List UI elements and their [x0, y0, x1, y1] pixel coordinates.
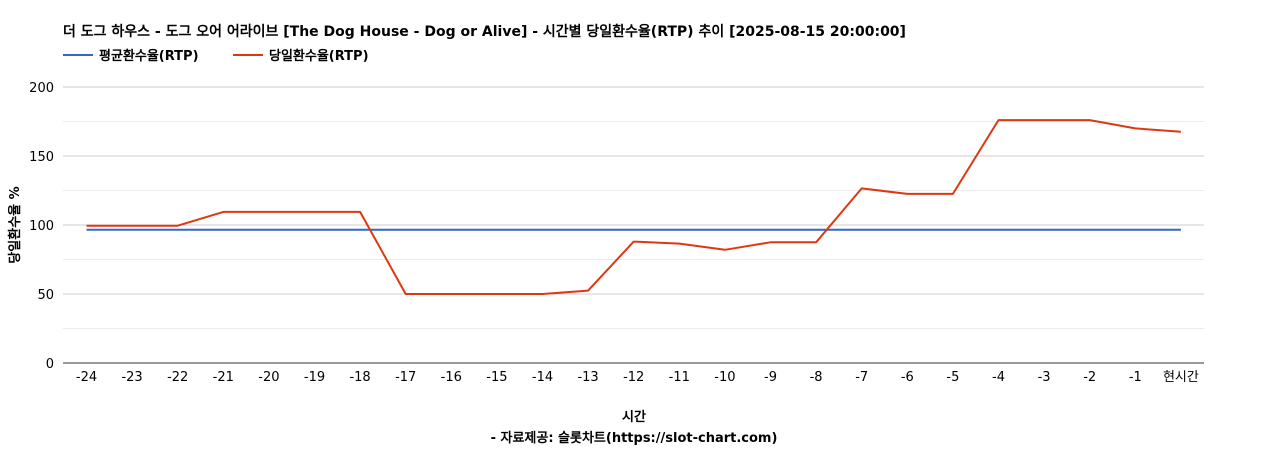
x-tick-label: -6	[901, 370, 914, 385]
x-tick-label: -15	[486, 370, 507, 385]
x-tick-label: -10	[714, 370, 735, 385]
y-tick-label: 0	[46, 357, 54, 372]
x-tick-label: -21	[213, 370, 234, 385]
x-tick-label: -16	[441, 370, 462, 385]
x-tick-label: -11	[669, 370, 690, 385]
x-tick-label: -19	[304, 370, 325, 385]
x-tick-label: -8	[810, 370, 823, 385]
x-tick-label: -22	[167, 370, 188, 385]
x-tick-label: -5	[946, 370, 959, 385]
legend-label-average: 평균환수율(RTP)	[99, 48, 199, 64]
x-tick-label: -14	[532, 370, 553, 385]
x-axis-ticks: -24 -23 -22 -21 -20 -19 -18 -17 -16 -15 -14 -13 -12 -…	[76, 370, 1199, 385]
x-tick-label: -23	[121, 370, 142, 385]
y-axis-title: 당일환수율 %	[7, 186, 23, 263]
x-axis-title: 시간	[622, 409, 646, 425]
x-tick-label: -4	[992, 370, 1005, 385]
y-tick-label: 150	[29, 150, 54, 165]
x-tick-label: -1	[1129, 370, 1142, 385]
y-tick-label: 50	[37, 288, 54, 303]
legend: 평균환수율(RTP) 당일환수율(RTP)	[63, 48, 369, 64]
x-tick-label: 현시간	[1163, 370, 1199, 385]
y-tick-label: 200	[29, 81, 54, 96]
gridlines	[63, 86, 1204, 329]
x-tick-label: -17	[395, 370, 416, 385]
x-tick-label: -13	[577, 370, 598, 385]
chart-title: 더 도그 하우스 - 도그 오어 어라이브 [The Dog House - D…	[63, 23, 906, 40]
y-tick-label: 100	[29, 219, 54, 234]
source-note: - 자료제공: 슬롯차트(https://slot-chart.com)	[491, 430, 778, 446]
y-axis-ticks: 0 50 100 150 200	[29, 81, 54, 372]
x-tick-label: -3	[1038, 370, 1051, 385]
x-tick-label: -20	[258, 370, 279, 385]
x-tick-label: -18	[349, 370, 370, 385]
x-tick-label: -24	[76, 370, 97, 385]
x-tick-label: -9	[764, 370, 777, 385]
legend-label-daily: 당일환수율(RTP)	[269, 48, 369, 64]
series-line-daily-rtp	[86, 119, 1181, 295]
x-tick-label: -2	[1083, 370, 1096, 385]
series-lines	[86, 119, 1181, 295]
x-tick-label: -7	[855, 370, 868, 385]
x-tick-label: -12	[623, 370, 644, 385]
